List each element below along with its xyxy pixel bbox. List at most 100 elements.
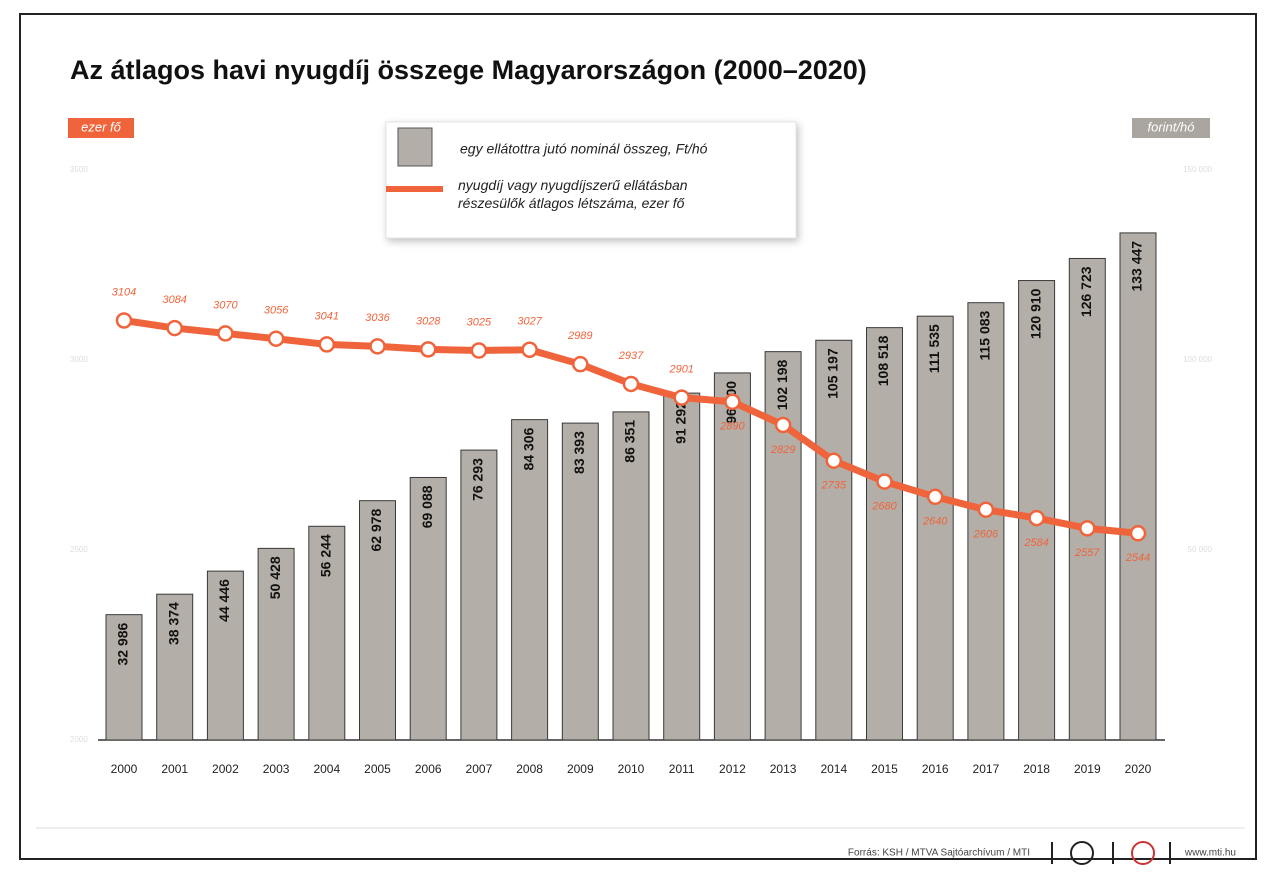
bar <box>561 422 599 741</box>
bar <box>206 570 244 741</box>
line-value-label: 2735 <box>821 480 847 492</box>
source: Forrás: KSH / MTVA Sajtóarchívum / MTI <box>848 848 1030 859</box>
bar <box>156 593 194 741</box>
line-point <box>166 319 183 337</box>
logo <box>1070 841 1094 865</box>
line-point <box>419 341 437 358</box>
line-value-label: 3027 <box>517 316 542 328</box>
x-tick-label: 2000 <box>111 762 138 776</box>
x-tick-label: 2011 <box>669 762 695 776</box>
left-axis-badge <box>68 118 134 138</box>
bar-value-label: 62 978 <box>368 508 384 551</box>
legend-swatch-bar <box>397 127 433 167</box>
line-value-label: 2557 <box>1074 547 1100 559</box>
y2-tick-label: 100 000 <box>1183 355 1212 364</box>
bar <box>308 525 346 741</box>
line-value-label: 2890 <box>719 421 745 433</box>
bar-value-label: 69 088 <box>419 485 435 528</box>
bar <box>612 411 650 741</box>
x-tick-label: 2015 <box>871 762 898 776</box>
bar-value-label: 108 518 <box>875 335 891 386</box>
x-tick-label: 2020 <box>1125 762 1152 776</box>
legend-label: nyugdíj vagy nyugdíjszerű ellátásban rés… <box>458 177 688 211</box>
bar-value-label: 115 083 <box>977 310 993 360</box>
line-point <box>470 342 488 359</box>
bar-value-label: 50 428 <box>267 556 283 599</box>
bar-value-label: 105 197 <box>825 348 841 399</box>
line-point <box>724 393 741 411</box>
bar-value-label: 83 393 <box>571 431 587 474</box>
line-value-label: 2640 <box>922 516 948 528</box>
x-tick-label: 2002 <box>212 762 239 776</box>
bar <box>663 392 701 741</box>
x-tick-label: 2019 <box>1074 762 1101 776</box>
line-value-label: 3070 <box>213 299 238 311</box>
bar <box>105 614 143 741</box>
bar <box>916 315 954 741</box>
line-value-label: 3028 <box>416 315 441 327</box>
bar-value-label: 111 535 <box>926 324 942 373</box>
line-point <box>115 312 133 329</box>
bar-value-label: 56 244 <box>318 534 334 577</box>
chart-title: Az átlagos havi nyugdíj összege Magyaror… <box>70 55 867 85</box>
bar-value-label: 76 293 <box>470 458 486 501</box>
y-tick-label: 3500 <box>70 165 88 174</box>
line-value-label: 3084 <box>162 294 186 306</box>
line-value-label: 3056 <box>264 305 289 317</box>
x-tick-label: 2003 <box>263 762 290 776</box>
right-axis-badge <box>1132 118 1210 138</box>
line-point <box>977 501 995 518</box>
line-point <box>318 336 336 353</box>
bar <box>409 476 447 741</box>
line-value-label: 2901 <box>668 364 693 376</box>
bar <box>815 339 853 741</box>
bar <box>359 500 396 741</box>
line-point <box>572 355 589 373</box>
y-tick-label: 2000 <box>70 735 88 744</box>
legend-label-wrap: nyugdíj vagy nyugdíjszerű ellátásban rés… <box>458 177 688 211</box>
website: www.mti.hu <box>1184 848 1236 859</box>
legend-box <box>385 121 797 239</box>
logo <box>1131 841 1155 865</box>
line-point <box>876 473 893 490</box>
line-value-label: 3025 <box>467 316 492 328</box>
line-value-label: 3104 <box>112 286 136 298</box>
line-value-label: 3036 <box>365 312 390 324</box>
line-point <box>1079 520 1096 537</box>
x-tick-label: 2014 <box>820 762 847 776</box>
line-value-label: 2937 <box>618 350 644 362</box>
bar <box>460 449 498 741</box>
line-point <box>1028 509 1045 527</box>
line-value-label: 2544 <box>1125 552 1150 564</box>
bar <box>967 302 1005 741</box>
line-point <box>774 416 792 434</box>
line-point <box>622 375 640 393</box>
bar <box>1119 232 1157 741</box>
line-point <box>673 389 690 406</box>
bar <box>511 419 549 741</box>
bar <box>713 372 751 741</box>
x-tick-label: 2006 <box>415 762 442 776</box>
line-value-label: 2829 <box>770 444 795 456</box>
y-tick-label: 3000 <box>70 355 88 364</box>
left-axis-label: ezer fő <box>81 119 122 134</box>
bar <box>1068 257 1106 741</box>
y2-tick-label: 50 000 <box>1188 545 1213 554</box>
line-point <box>825 452 843 469</box>
x-tick-label: 2004 <box>313 762 340 776</box>
bar-value-label: 120 910 <box>1027 288 1043 339</box>
bar-value-label: 102 198 <box>774 359 790 410</box>
bar-value-label: 38 374 <box>165 602 181 645</box>
x-tick-label: 2001 <box>161 762 188 776</box>
x-tick-label: 2016 <box>922 762 949 776</box>
x-tick-label: 2013 <box>770 762 797 776</box>
x-tick-label: 2018 <box>1023 762 1050 776</box>
line-value-label: 3041 <box>315 310 339 322</box>
x-tick-label: 2010 <box>618 762 645 776</box>
line-value-label: 2606 <box>973 529 999 541</box>
y2-tick-label: 150 000 <box>1183 165 1212 174</box>
right-axis-label: forint/hó <box>1148 119 1195 134</box>
legend-label: egy ellátottra jutó nominál összeg, Ft/h… <box>460 141 708 157</box>
line-point <box>926 488 944 506</box>
bar <box>257 547 295 741</box>
